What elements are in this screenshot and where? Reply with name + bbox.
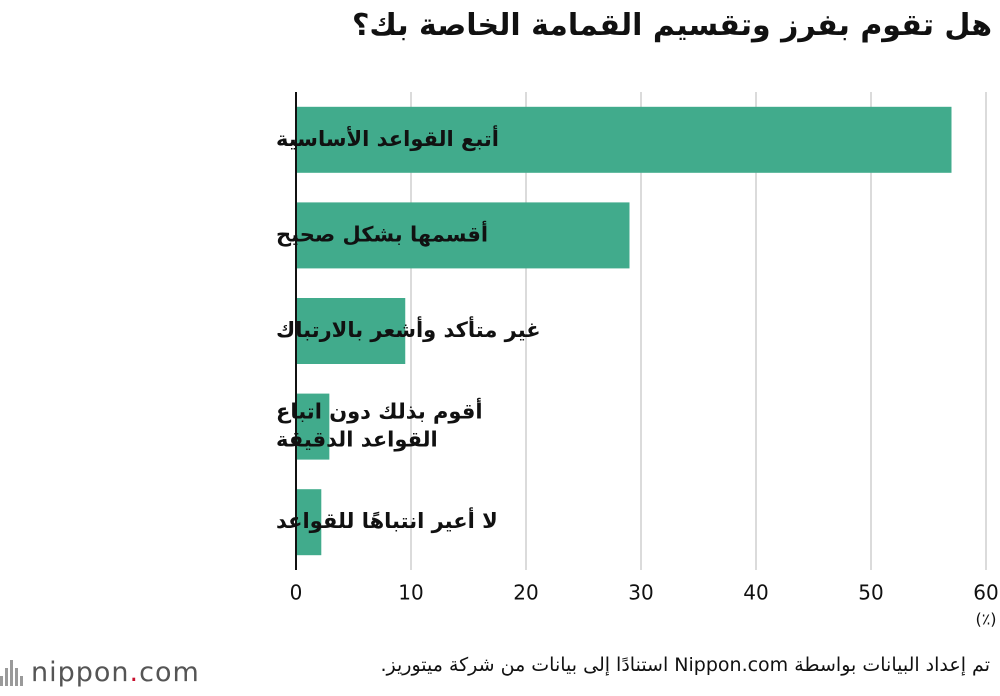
unit-label: (٪) <box>975 610 996 629</box>
x-tick-label: 50 <box>858 581 883 605</box>
bar-chart: أتبع القواعد الأساسية أقسمها بشكل صحيح غير… <box>276 92 999 629</box>
bar <box>296 393 330 460</box>
x-tick-label: 10 <box>398 581 423 605</box>
category-label: أقسمها بشكل صحيح <box>276 219 488 246</box>
category-label: غير متأكد وأشعر بالارتباك <box>276 315 541 342</box>
x-tick-label: 0 <box>290 581 303 605</box>
category-label: أتبع القواعد الأساسية <box>276 124 499 151</box>
x-tick-label: 60 <box>973 581 998 605</box>
x-tick-label: 30 <box>628 581 653 605</box>
nippon-logo-text: nippon.com <box>31 656 200 688</box>
bar <box>296 489 322 556</box>
nippon-sound-bars-icon <box>0 658 23 686</box>
category-label: أقوم بذلك دون اتباع <box>276 397 483 424</box>
nippon-logo: nippon.com <box>0 652 200 692</box>
x-tick-label: 20 <box>513 581 538 605</box>
bar <box>296 106 952 173</box>
bar <box>296 298 406 364</box>
source-note: تم إعداد البيانات بواسطة Nippon.com استن… <box>380 654 990 676</box>
category-label: لا أعير انتباهًا للقواعد <box>276 506 498 533</box>
bar <box>296 202 630 269</box>
page-title: هل تقوم بفرز وتقسيم القمامة الخاصة بك؟ <box>352 8 992 43</box>
category-label: القواعد الدقيقة <box>276 428 438 452</box>
x-tick-label: 40 <box>743 581 768 605</box>
